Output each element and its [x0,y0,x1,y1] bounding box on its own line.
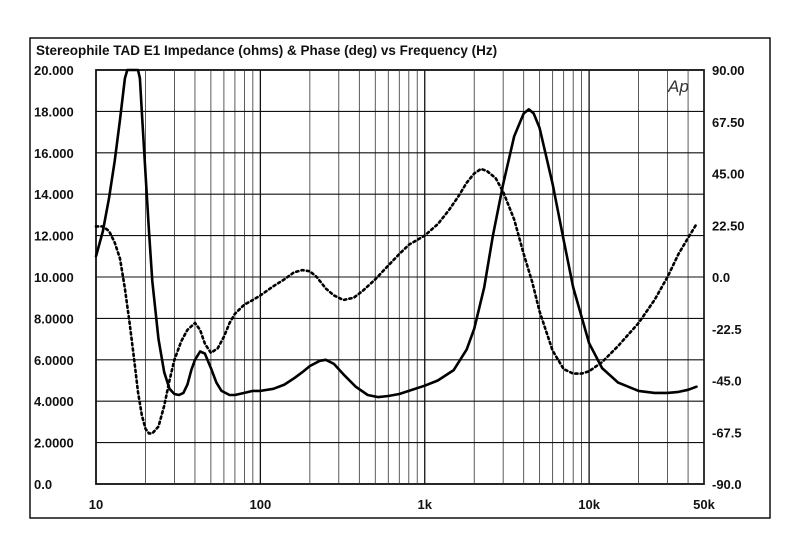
tick-labels: 0.0 2.0000 4.0000 6.0000 8.0000 10.000 12.000 1… [34,63,745,512]
ap-logo: Ap [667,77,689,96]
y-left-tick-label: 0.0 [34,477,52,492]
y-right-tick-label: 67.50 [712,115,745,130]
y-right-tick-label: -45.0 [712,374,742,389]
y-right-tick-label: 0.0 [712,270,730,285]
x-tick-label: 10k [578,497,600,512]
x-tick-label: 50k [693,497,715,512]
outer-frame [29,37,771,519]
y-right-tick-label: -90.0 [712,477,742,492]
y-left-tick-label: 10.000 [34,270,74,285]
y-right-tick-label: 22.50 [712,218,745,233]
y-right-tick-label: 45.00 [712,167,745,182]
y-left-tick-label: 14.000 [34,187,74,202]
y-right-tick-label: -67.5 [712,425,742,440]
y-right-tick-label: 90.00 [712,63,745,78]
grid [96,70,705,484]
x-tick-label: 100 [250,497,272,512]
y-left-tick-label: 20.000 [34,63,74,78]
y-left-tick-label: 2.0000 [34,436,74,451]
x-tick-label: 1k [418,497,433,512]
series-group [94,68,698,435]
chart-title: Stereophile TAD E1 Impedance (ohms) & Ph… [36,43,497,58]
y-left-tick-label: 12.000 [34,229,74,244]
x-tick-label: 10 [89,497,103,512]
y-right-tick-label: -22.5 [712,322,742,337]
y-left-tick-label: 18.000 [34,104,74,119]
impedance-series-line [94,68,698,399]
y-left-tick-label: 6.0000 [34,353,74,368]
phase-series-line [94,167,698,435]
y-left-tick-label: 8.0000 [34,311,74,326]
y-left-tick-label: 4.0000 [34,394,74,409]
y-left-tick-label: 16.000 [34,146,74,161]
